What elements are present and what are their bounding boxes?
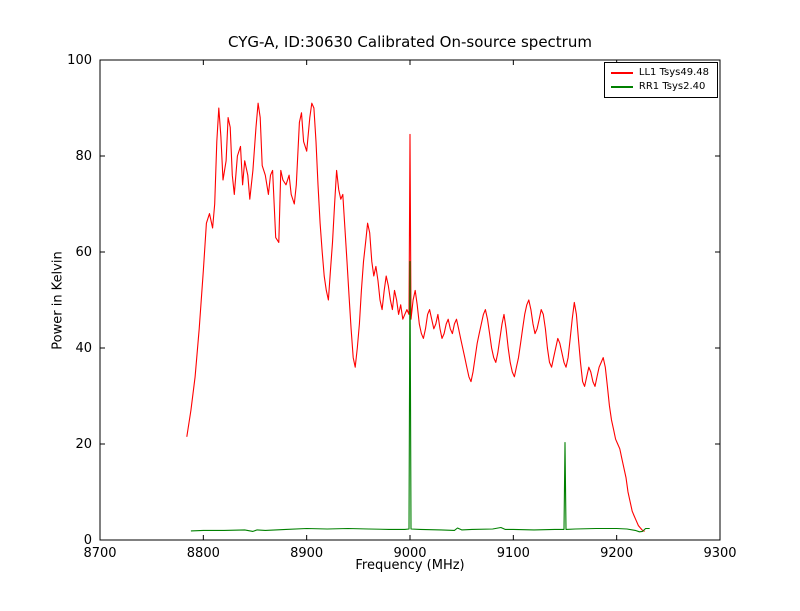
x-tick-label: 9000 [393,546,426,561]
x-tick-label: 8900 [290,546,323,561]
legend-line-green [610,86,633,88]
x-tick-label: 8700 [83,546,116,561]
chart-title: CYG-A, ID:30630 Calibrated On-source spe… [228,33,592,51]
y-tick-label: 100 [67,53,92,68]
legend: LL1 Tsys49.48 RR1 Tsys2.40 [603,62,718,98]
legend-label: LL1 Tsys49.48 [638,67,709,78]
y-tick-label: 40 [75,341,92,356]
y-axis-label: Power in Kelvin [50,251,66,350]
series-line-green [190,261,650,533]
series-line-red [186,102,645,532]
y-tick-label: 80 [75,149,92,164]
legend-label: RR1 Tsys2.40 [638,81,706,92]
x-tick-label: 9200 [600,546,633,561]
y-tick-label: 0 [84,533,92,548]
legend-line-red [610,72,633,74]
y-tick-label: 20 [75,437,92,452]
legend-item: RR1 Tsys2.40 [610,80,709,94]
legend-item: LL1 Tsys49.48 [610,66,709,80]
x-axis-label: Frequency (MHz) [355,558,465,573]
x-tick-label: 9100 [497,546,530,561]
x-tick-label: 8800 [187,546,220,561]
y-tick-label: 60 [75,245,92,260]
x-tick-label: 9300 [703,546,736,561]
